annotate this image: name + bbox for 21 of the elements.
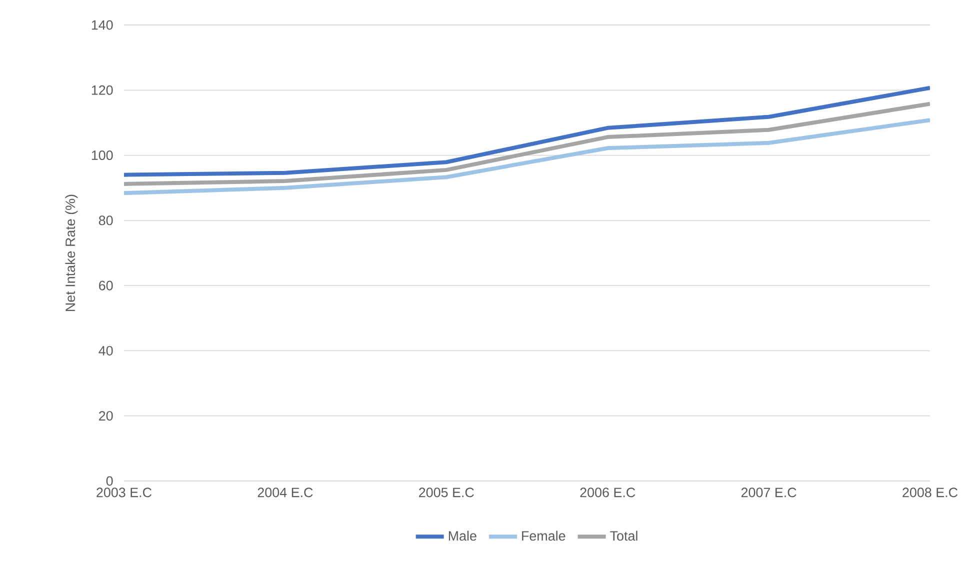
- y-tick-label: 20: [99, 411, 113, 421]
- y-tick-label: 140: [92, 20, 113, 30]
- legend-label: Male: [448, 530, 476, 541]
- y-tick-label: 40: [98, 346, 113, 356]
- line-series: [124, 118, 930, 196]
- x-tick-label: 2006 E.C: [580, 488, 636, 498]
- x-tick-label: 2004 E.C: [258, 488, 313, 498]
- x-tick-label: 2008 E.C: [902, 488, 958, 498]
- y-tick-label: 60: [99, 280, 113, 290]
- y-tick-label: 0: [106, 476, 113, 486]
- y-tick-label: 120: [92, 85, 113, 95]
- x-tick-label: 2005 E.C: [419, 488, 474, 498]
- y-tick-label: 100: [92, 150, 113, 160]
- x-tick-label: 2007 E.C: [741, 488, 796, 498]
- line-series: [124, 86, 930, 177]
- legend-label: Female: [522, 530, 566, 541]
- y-axis-title: Net Intake Rate (%): [65, 194, 78, 311]
- line-series: [124, 102, 930, 186]
- legend-label: Total: [610, 530, 638, 541]
- x-tick-label: 2003 E.C: [96, 488, 152, 498]
- y-tick-label: 80: [98, 216, 113, 226]
